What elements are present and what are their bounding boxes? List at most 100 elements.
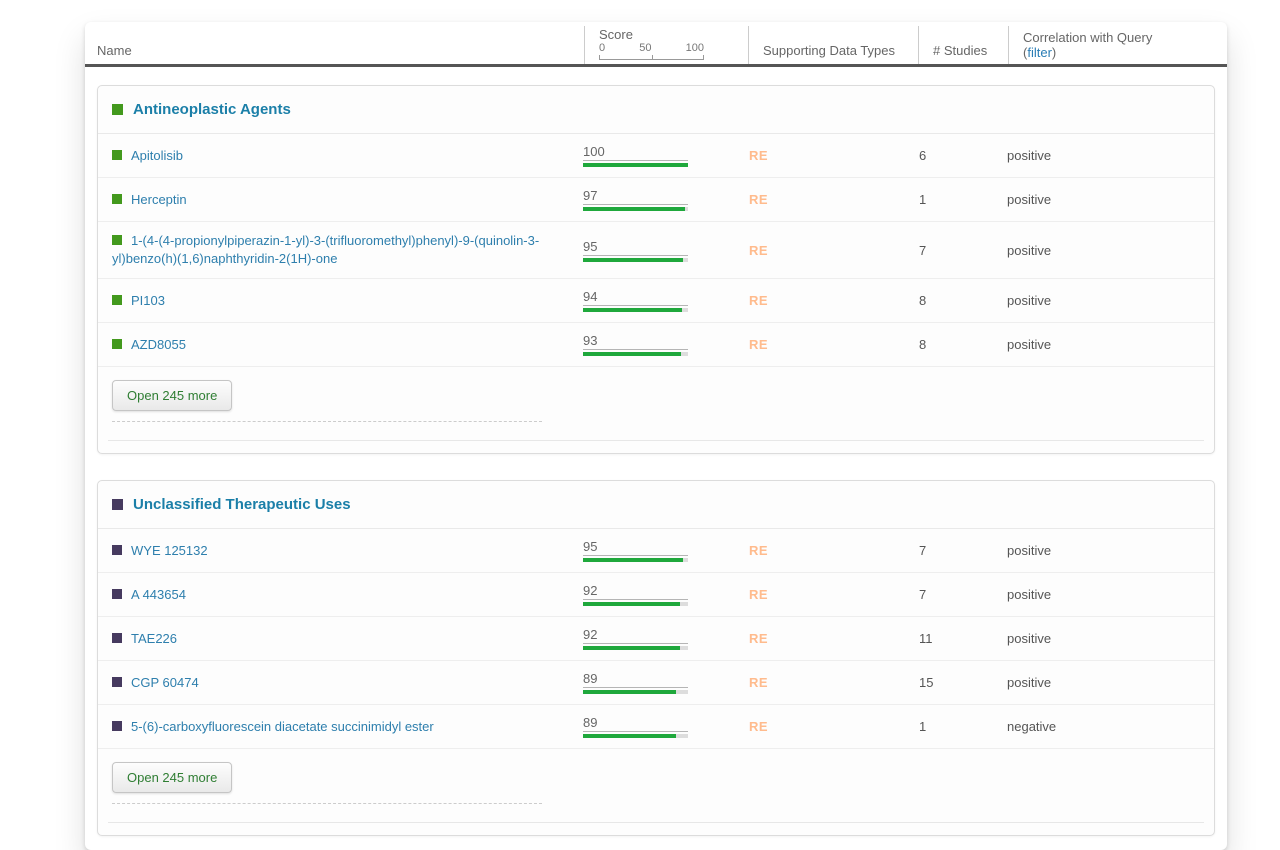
score-bar-track [583, 602, 688, 606]
row-name-link[interactable]: CGP 60474 [131, 674, 199, 690]
score-axis-labels: 0 50 100 [599, 43, 704, 54]
table-row: AZD8055 93 RE 8 positive [98, 323, 1214, 367]
column-header-filter-wrap: (filter) [1023, 45, 1215, 60]
score-bar-fill [583, 257, 683, 262]
table-row: Apitolisib 100 RE 6 positive [98, 134, 1214, 178]
data-type-cell: RE [733, 337, 903, 352]
row-square-icon [112, 632, 122, 643]
row-score-cell: 93 [569, 333, 733, 356]
data-type-cell: RE [733, 148, 903, 163]
column-header-studies: # Studies [918, 26, 1008, 64]
score-bar-track [583, 257, 688, 262]
data-type-badge[interactable]: RE [749, 337, 769, 352]
score-value: 89 [583, 715, 688, 732]
data-type-cell: RE [733, 543, 903, 558]
row-name-cell: Herceptin [112, 191, 569, 209]
studies-count: 6 [919, 148, 927, 163]
row-square-icon [112, 193, 122, 204]
studies-cell: 7 [903, 587, 993, 602]
score-bar-track [583, 352, 688, 356]
open-more-button[interactable]: Open 245 more [112, 762, 233, 793]
column-header-supporting-data-types: Supporting Data Types [748, 26, 918, 64]
correlation-value: negative [1007, 719, 1057, 734]
score-bar: 95 [583, 539, 688, 562]
row-name-cell: A 443654 [112, 586, 569, 604]
data-type-badge[interactable]: RE [749, 192, 769, 207]
score-value: 97 [583, 188, 688, 205]
row-name-cell: WYE 125132 [112, 542, 569, 560]
row-name-link[interactable]: Herceptin [131, 191, 187, 207]
results-card: Name Score 0 50 100 Supporting Data Type… [85, 22, 1227, 850]
table-row: Herceptin 97 RE 1 positive [98, 178, 1214, 222]
score-bar-track [583, 308, 688, 312]
score-axis-tick-100: 100 [685, 42, 704, 54]
data-type-badge[interactable]: RE [749, 675, 769, 690]
score-axis-tickmark-0 [599, 55, 600, 59]
group-square-icon [112, 499, 123, 510]
group-header[interactable]: Unclassified Therapeutic Uses [98, 481, 1214, 529]
data-type-badge[interactable]: RE [749, 631, 769, 646]
correlation-cell: positive [993, 675, 1200, 690]
row-score-cell: 95 [569, 539, 733, 562]
column-header-score-label: Score [599, 27, 633, 42]
row-square-icon [112, 588, 122, 599]
data-type-cell: RE [733, 293, 903, 308]
studies-count: 7 [919, 587, 927, 602]
data-type-cell: RE [733, 631, 903, 646]
correlation-cell: positive [993, 587, 1200, 602]
data-type-badge[interactable]: RE [749, 242, 769, 258]
filter-link[interactable]: filter [1027, 45, 1052, 60]
score-bar: 92 [583, 627, 688, 650]
score-bar-track [583, 207, 688, 211]
row-name-link[interactable]: TAE226 [131, 630, 178, 646]
score-bar-track [583, 646, 688, 650]
studies-count: 15 [919, 675, 934, 690]
score-bar: 100 [583, 144, 688, 167]
score-axis-tickmark-50 [651, 55, 653, 59]
score-bar-fill [583, 207, 685, 211]
score-bar: 95 [583, 239, 688, 262]
score-bar: 97 [583, 188, 688, 211]
open-more-button[interactable]: Open 245 more [112, 380, 233, 411]
studies-cell: 8 [903, 337, 993, 352]
row-name-link[interactable]: Apitolisib [131, 147, 184, 163]
correlation-cell: positive [993, 293, 1200, 308]
row-name-link[interactable]: 1-(4-(4-propionylpiperazin-1-yl)-3-(trif… [112, 233, 540, 266]
studies-cell: 7 [903, 243, 993, 258]
row-name-cell: Apitolisib [112, 147, 569, 165]
data-type-badge[interactable]: RE [749, 719, 769, 734]
correlation-value: positive [1007, 148, 1052, 163]
group-rows: WYE 125132 95 RE 7 positive A 443654 92 [98, 529, 1214, 749]
score-value: 95 [583, 239, 688, 256]
score-axis-tick-0: 0 [599, 42, 606, 54]
data-type-cell: RE [733, 192, 903, 207]
column-header-name: Name [97, 26, 584, 64]
row-name-link[interactable]: 5-(6)-carboxyfluorescein diacetate succi… [131, 718, 434, 734]
data-type-cell: RE [733, 587, 903, 602]
row-name-link[interactable]: A 443654 [131, 586, 186, 602]
group-button-row: Open 245 more [98, 367, 1214, 413]
row-name-link[interactable]: PI103 [131, 292, 165, 308]
studies-cell: 8 [903, 293, 993, 308]
data-type-badge[interactable]: RE [749, 148, 769, 163]
column-header-name-label: Name [97, 43, 132, 58]
studies-count: 11 [919, 631, 933, 646]
data-type-badge[interactable]: RE [749, 587, 769, 602]
studies-cell: 7 [903, 543, 993, 558]
data-type-badge[interactable]: RE [749, 293, 769, 308]
row-name-link[interactable]: WYE 125132 [131, 542, 208, 558]
score-value: 94 [583, 289, 688, 306]
score-bar: 89 [583, 671, 688, 694]
row-name-link[interactable]: AZD8055 [131, 336, 186, 352]
data-type-badge[interactable]: RE [749, 543, 769, 558]
group-header[interactable]: Antineoplastic Agents [98, 86, 1214, 134]
correlation-value: positive [1007, 675, 1052, 690]
score-axis-tickmark-100 [703, 55, 704, 59]
score-bar-fill [583, 690, 677, 694]
correlation-value: positive [1007, 337, 1052, 352]
score-bar-fill [583, 558, 683, 562]
studies-cell: 15 [903, 675, 993, 690]
score-value: 92 [583, 583, 688, 600]
score-value: 89 [583, 671, 688, 688]
group-footer-divider [108, 440, 1204, 453]
